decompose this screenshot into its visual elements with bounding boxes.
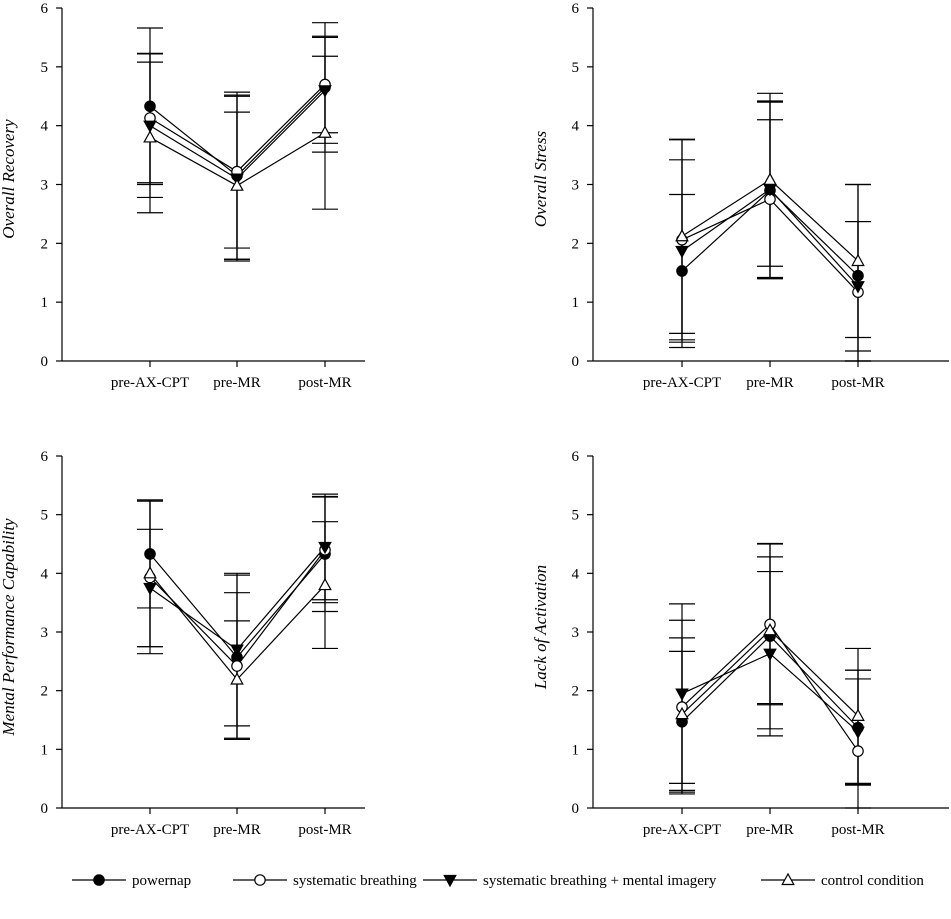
x-tick-label-post-mr: post-MR bbox=[298, 822, 351, 838]
y-tick-label: 6 bbox=[572, 449, 580, 465]
point-control-condition-pre-mr bbox=[763, 622, 777, 636]
y-tick-label: 5 bbox=[572, 60, 580, 76]
legend-marker-control-condition bbox=[781, 872, 795, 886]
y-tick-label: 2 bbox=[572, 236, 580, 252]
point-systematic-breathing-mental-imagery-pre-mr bbox=[763, 648, 777, 661]
point-powernap-pre-ax-cpt bbox=[676, 265, 688, 277]
point-control-condition-pre-ax-cpt bbox=[143, 130, 157, 143]
legend-item-systematic-breathing: systematic breathing bbox=[233, 873, 417, 889]
y-axis-title: Overall Recovery bbox=[0, 119, 18, 239]
y-axis-title: Overall Stress bbox=[531, 131, 550, 228]
point-powernap-pre-ax-cpt bbox=[144, 548, 156, 560]
point-control-condition-post-mr bbox=[851, 708, 865, 721]
point-systematic-breathing-mental-imagery-pre-ax-cpt bbox=[143, 120, 157, 133]
legend-marker-systematic-breathing-mental-imagery bbox=[443, 874, 457, 888]
legend-label: systematic breathing + mental imagery bbox=[483, 873, 717, 889]
point-systematic-breathing-pre-mr bbox=[231, 660, 243, 672]
panel-overall-stress: 0 1 2 3 4 5 6 pre-AX-CPT pre-MR post-MR Overall St… bbox=[531, 1, 949, 391]
x-tick-label-post-mr: post-MR bbox=[831, 375, 884, 391]
legend-label: systematic breathing bbox=[293, 873, 417, 889]
legend-marker-powernap bbox=[93, 874, 105, 886]
panel-overall-recovery: 0 1 2 3 4 5 6 pre-AX-CPT pre-MR post-MR Overall Re… bbox=[0, 1, 365, 391]
y-tick-label: 1 bbox=[572, 295, 580, 311]
y-tick-label: 6 bbox=[572, 1, 580, 17]
legend-item-control-condition: control condition bbox=[761, 872, 924, 889]
point-systematic-breathing-mental-imagery-post-mr bbox=[318, 541, 332, 555]
y-tick-label: 4 bbox=[41, 566, 49, 582]
point-control-condition-pre-mr bbox=[230, 672, 244, 685]
y-tick-label: 4 bbox=[572, 566, 580, 582]
point-control-condition-post-mr bbox=[851, 253, 865, 267]
y-tick-label: 1 bbox=[572, 742, 580, 758]
y-tick-label: 2 bbox=[41, 236, 49, 252]
x-tick-label-pre-mr: pre-MR bbox=[213, 375, 261, 391]
point-powernap-post-mr bbox=[852, 269, 864, 282]
point-control-condition-post-mr bbox=[318, 577, 332, 591]
y-tick-label: 3 bbox=[41, 178, 49, 194]
x-tick-label-pre-mr: pre-MR bbox=[746, 375, 794, 391]
point-powernap-pre-ax-cpt bbox=[144, 100, 156, 113]
x-tick-label-pre-ax-cpt: pre-AX-CPT bbox=[643, 822, 721, 838]
y-tick-label: 3 bbox=[572, 178, 580, 194]
y-tick-label: 5 bbox=[41, 508, 49, 524]
legend-item-powernap: powernap bbox=[72, 873, 191, 889]
y-tick-label: 5 bbox=[41, 60, 49, 76]
x-tick-label-pre-ax-cpt: pre-AX-CPT bbox=[643, 375, 721, 391]
y-axis-title: Mental Performance Capability bbox=[0, 518, 18, 737]
point-control-condition-pre-ax-cpt bbox=[675, 229, 689, 242]
point-control-condition-pre-mr bbox=[763, 172, 777, 185]
legend: powernap systematic breathing systematic b… bbox=[72, 872, 924, 889]
point-control-condition-post-mr bbox=[318, 125, 332, 138]
point-systematic-breathing-mental-imagery-pre-ax-cpt bbox=[675, 245, 689, 259]
point-systematic-breathing-mental-imagery-post-mr bbox=[318, 85, 332, 98]
y-tick-label: 4 bbox=[572, 119, 580, 135]
point-systematic-breathing-mental-imagery-pre-ax-cpt bbox=[143, 582, 157, 596]
point-systematic-breathing-post-mr bbox=[852, 745, 864, 757]
y-tick-label: 3 bbox=[572, 625, 580, 641]
y-tick-label: 3 bbox=[41, 625, 49, 641]
y-tick-label: 0 bbox=[572, 801, 580, 817]
legend-marker-systematic-breathing bbox=[254, 874, 266, 886]
legend-label: control condition bbox=[821, 873, 924, 889]
y-tick-label: 6 bbox=[41, 449, 49, 465]
point-systematic-breathing-mental-imagery-pre-mr bbox=[230, 644, 244, 657]
y-tick-label: 1 bbox=[41, 742, 49, 758]
y-tick-label: 2 bbox=[572, 684, 580, 700]
x-tick-label-pre-ax-cpt: pre-AX-CPT bbox=[111, 375, 189, 391]
point-systematic-breathing-mental-imagery-post-mr bbox=[851, 281, 865, 294]
x-tick-label-pre-mr: pre-MR bbox=[213, 822, 261, 838]
point-systematic-breathing-mental-imagery-post-mr bbox=[851, 726, 865, 739]
x-tick-label-post-mr: post-MR bbox=[831, 822, 884, 838]
error-bars-control-condition bbox=[669, 556, 871, 792]
y-tick-label: 2 bbox=[41, 684, 49, 700]
panel-lack-of-activation: 0 1 2 3 4 5 6 pre-AX-CPT pre-MR post-MR Lack of Ac… bbox=[531, 449, 949, 838]
legend-label: powernap bbox=[132, 873, 191, 889]
point-control-condition-pre-mr bbox=[230, 178, 244, 191]
point-control-condition-pre-ax-cpt bbox=[675, 706, 689, 720]
error-bars-control-condition bbox=[669, 92, 871, 339]
error-bars-control-condition bbox=[137, 55, 338, 260]
y-axis-title: Lack of Activation bbox=[531, 565, 550, 690]
panel-mental-performance-capability: 0 1 2 3 4 5 6 pre-AX-CPT pre-MR post-MR Mental Per… bbox=[0, 449, 365, 838]
y-tick-label: 5 bbox=[572, 508, 580, 524]
y-tick-label: 1 bbox=[41, 295, 49, 311]
point-systematic-breathing-mental-imagery-pre-ax-cpt bbox=[675, 688, 689, 701]
legend-item-systematic-breathing-mental-imagery: systematic breathing + mental imagery bbox=[423, 873, 717, 889]
x-tick-label-pre-ax-cpt: pre-AX-CPT bbox=[111, 822, 189, 838]
point-control-condition-pre-ax-cpt bbox=[143, 566, 157, 579]
x-tick-label-post-mr: post-MR bbox=[298, 375, 351, 391]
y-tick-label: 4 bbox=[41, 119, 49, 135]
x-tick-label-pre-mr: pre-MR bbox=[746, 822, 794, 838]
y-tick-label: 0 bbox=[572, 354, 580, 370]
y-tick-label: 0 bbox=[41, 354, 49, 370]
y-tick-label: 6 bbox=[41, 1, 49, 17]
y-tick-label: 0 bbox=[41, 801, 49, 817]
